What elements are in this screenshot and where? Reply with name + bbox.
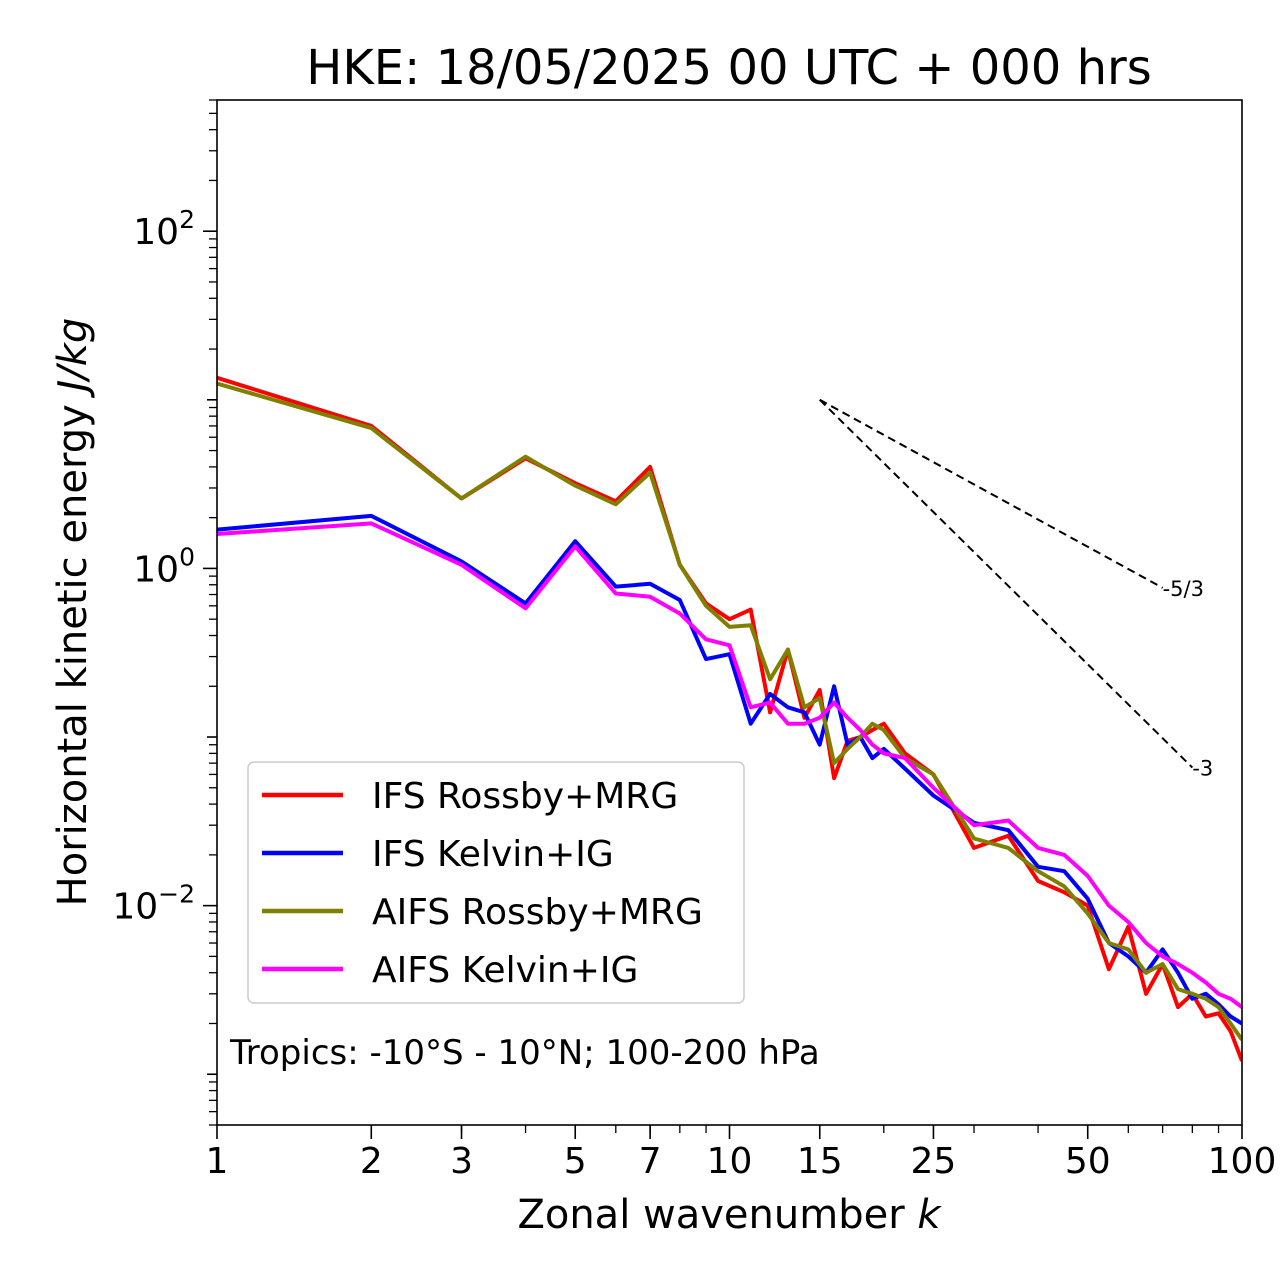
legend-label: AIFS Rossby+MRG — [372, 892, 703, 933]
reference-slope-line — [819, 399, 1194, 769]
series-line — [217, 513, 1242, 1026]
axis-ticks — [203, 99, 1243, 1139]
y-tick-label: 100 — [133, 542, 195, 590]
x-tick-label: 1 — [206, 1141, 229, 1182]
x-tick-label: 25 — [911, 1141, 957, 1182]
x-tick-label: 3 — [450, 1141, 473, 1182]
y-tick-label: 102 — [133, 205, 195, 253]
y-tick-labels: 10−2 100 102 — [112, 205, 195, 927]
region-annotation: Tropics: -10°S - 10°N; 100-200 hPa — [229, 1033, 820, 1073]
x-axis-label: Zonal wavenumber k — [517, 1192, 942, 1238]
reference-slopes: -5/3 -3 — [819, 398, 1213, 781]
y-axis-label-text: Horizontal kinetic energy — [50, 392, 96, 907]
x-axis-label-italic: k — [917, 1192, 942, 1238]
reference-slope-label: -3 — [1192, 757, 1213, 781]
y-tick-label: 10−2 — [112, 880, 195, 928]
x-tick-label: 10 — [707, 1141, 753, 1182]
legend-label: AIFS Kelvin+IG — [372, 950, 638, 991]
y-axis-label: Horizontal kinetic energy J/kg — [50, 318, 96, 907]
x-tick-label: 100 — [1208, 1141, 1277, 1182]
legend: IFS Rossby+MRG IFS Kelvin+IG AIFS Rossby+M… — [247, 761, 745, 1004]
x-tick-label: 15 — [797, 1141, 843, 1182]
x-tick-label: 7 — [639, 1141, 662, 1182]
plot-frame — [216, 99, 1243, 1126]
legend-box — [247, 761, 745, 1004]
data-series — [217, 375, 1242, 1062]
x-tick-label: 50 — [1065, 1141, 1111, 1182]
reference-slope-label: -5/3 — [1163, 577, 1204, 601]
legend-label: IFS Rossby+MRG — [372, 776, 678, 817]
x-axis-label-text: Zonal wavenumber — [517, 1192, 917, 1238]
x-tick-labels: 1 2 3 5 7 10 15 25 50 100 — [206, 1141, 1277, 1182]
series-line — [217, 381, 1242, 1041]
legend-label: IFS Kelvin+IG — [372, 834, 614, 875]
x-tick-label: 5 — [564, 1141, 587, 1182]
y-axis-label-italic: J/kg — [50, 318, 96, 399]
reference-slope-line — [819, 398, 1164, 589]
chart-title: HKE: 18/05/2025 00 UTC + 000 hrs — [306, 40, 1152, 96]
series-line — [217, 521, 1242, 1009]
x-tick-label: 2 — [360, 1141, 383, 1182]
